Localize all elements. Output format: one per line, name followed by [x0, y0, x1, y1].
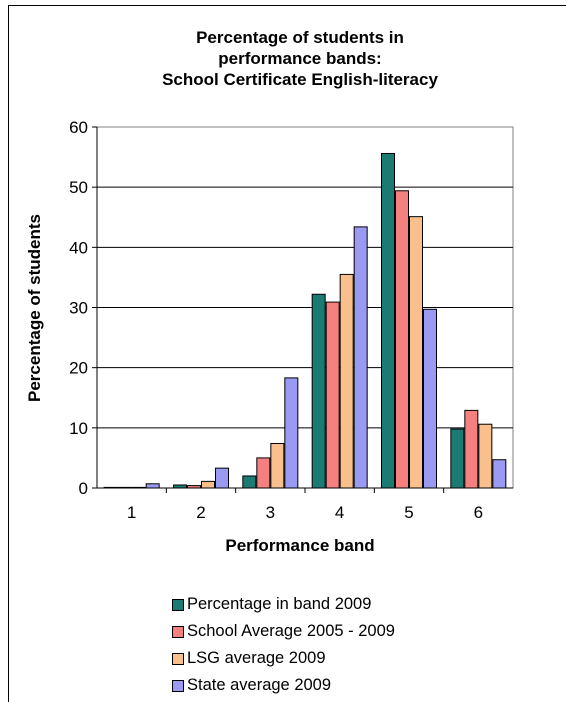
- legend-label-series-3: LSG average 2009: [187, 649, 326, 667]
- legend-swatch-series-2: [172, 625, 184, 638]
- bar-series-3-band-2: [201, 480, 215, 489]
- x-tick-label: 6: [474, 503, 483, 522]
- bar-series-4-band-6: [492, 459, 507, 489]
- x-tick-label: 2: [196, 503, 205, 522]
- bar-series-4-band-5: [423, 308, 437, 489]
- bar-series-3-band-6: [478, 423, 493, 489]
- chart-title-line-3: School Certificate English-literacy: [162, 70, 438, 89]
- y-tick-label: 50: [69, 178, 88, 197]
- x-tick-label: 4: [335, 503, 344, 522]
- bar-series-2-band-5: [395, 190, 409, 489]
- bar-series-1-band-5: [381, 152, 395, 489]
- bar-series-3-band-4: [339, 273, 354, 489]
- bar-series-1-band-4: [311, 293, 326, 489]
- legend-swatch-series-1: [172, 598, 184, 611]
- legend-item: State average 2009: [172, 672, 395, 699]
- legend-swatch-series-4: [172, 679, 184, 692]
- chart-title-line-1: Percentage of students in: [196, 28, 404, 47]
- bar-series-2-band-4: [325, 301, 340, 489]
- bar-series-1-band-3: [242, 475, 257, 489]
- y-axis-label: Percentage of students: [25, 214, 44, 402]
- bar-series-4-band-4: [353, 226, 368, 489]
- chart-frame: [8, 5, 566, 702]
- bar-series-3-band-3: [270, 442, 285, 489]
- y-tick-label: 0: [79, 479, 88, 498]
- bar-series-2-band-3: [256, 457, 271, 489]
- legend-item: Percentage in band 2009: [172, 591, 395, 618]
- y-tick-label: 20: [69, 359, 88, 378]
- y-tick-label: 60: [69, 118, 88, 137]
- bar-series-3-band-5: [409, 216, 423, 489]
- bar-series-1-band-6: [450, 428, 465, 489]
- legend-label-series-4: State average 2009: [187, 676, 332, 694]
- legend: Percentage in band 2009 School Average 2…: [172, 591, 395, 699]
- x-tick-label: 5: [404, 503, 413, 522]
- legend-item: School Average 2005 - 2009: [172, 618, 395, 645]
- chart-title-line-2: performance bands:: [218, 49, 382, 68]
- bar-series-4-band-1: [145, 483, 160, 489]
- legend-label-series-2: School Average 2005 - 2009: [187, 622, 395, 640]
- x-tick-label: 3: [266, 503, 275, 522]
- bar-series-4-band-2: [215, 467, 229, 489]
- legend-label-series-1: Percentage in band 2009: [187, 595, 372, 613]
- x-axis-label: Performance band: [225, 536, 374, 555]
- x-tick-label: 1: [127, 503, 136, 522]
- bar-series-4-band-3: [284, 377, 299, 489]
- bar-series-2-band-6: [464, 409, 479, 489]
- y-tick-label: 30: [69, 299, 88, 318]
- legend-item: LSG average 2009: [172, 645, 395, 672]
- y-tick-label: 10: [69, 419, 88, 438]
- y-tick-label: 40: [69, 238, 88, 257]
- legend-swatch-series-3: [172, 652, 184, 665]
